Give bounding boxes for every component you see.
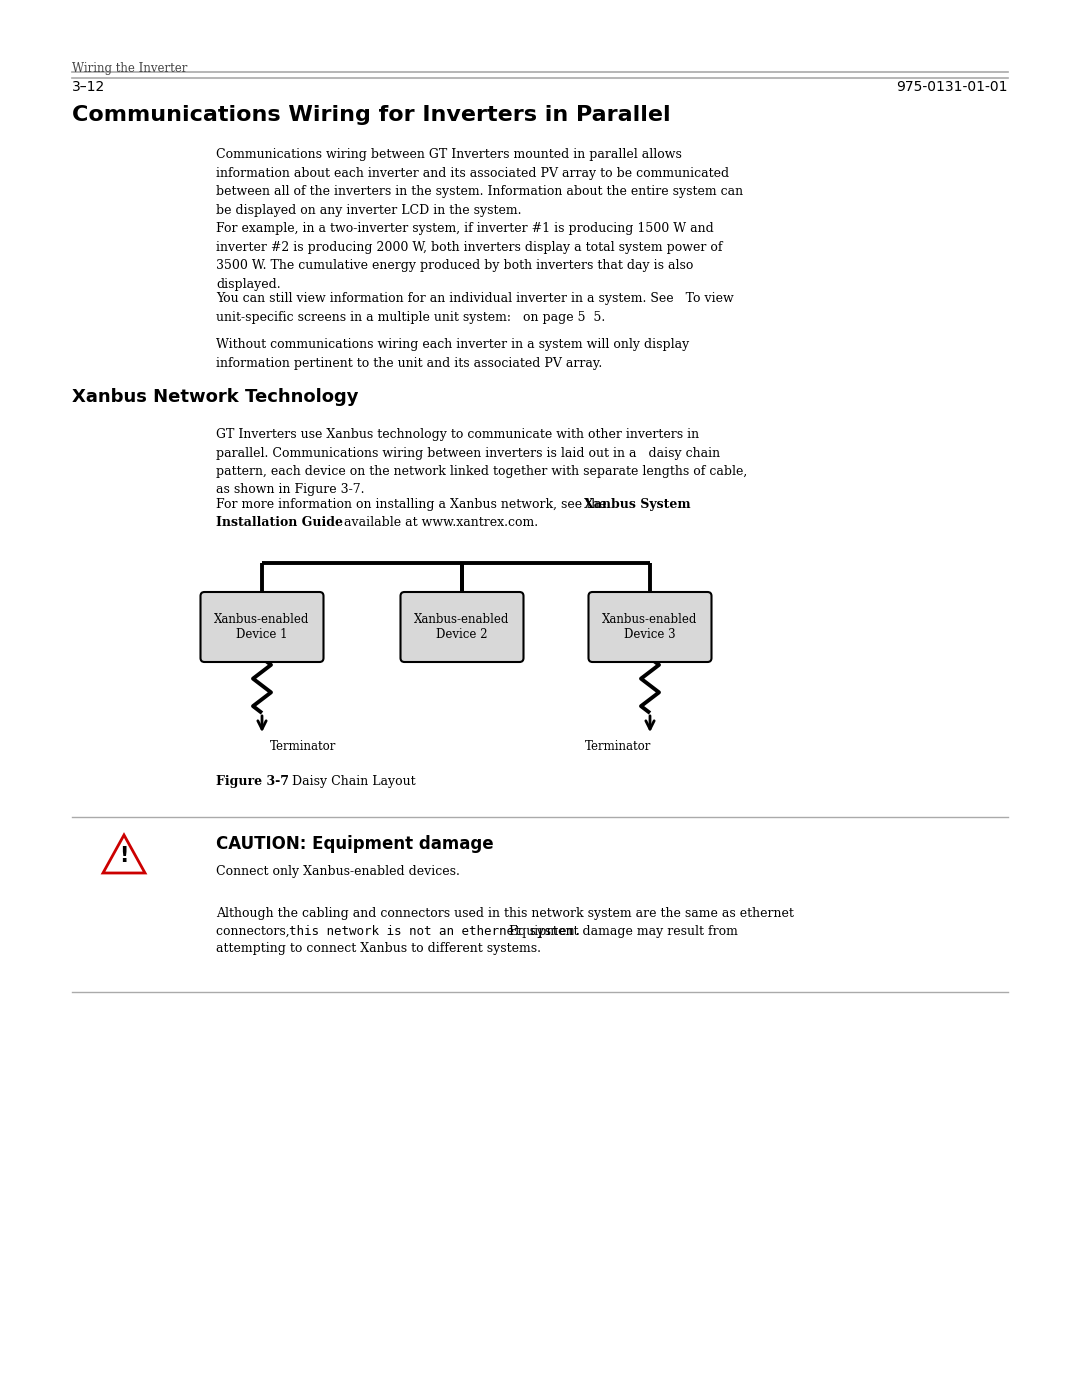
Text: Xanbus-enabled
Device 3: Xanbus-enabled Device 3 (603, 613, 698, 641)
Text: Communications wiring between GT Inverters mounted in parallel allows
informatio: Communications wiring between GT Inverte… (216, 148, 743, 217)
Text: Although the cabling and connectors used in this network system are the same as : Although the cabling and connectors used… (216, 907, 794, 921)
Text: Terminator: Terminator (585, 740, 651, 753)
Text: Wiring the Inverter: Wiring the Inverter (72, 61, 187, 75)
Text: Communications Wiring for Inverters in Parallel: Communications Wiring for Inverters in P… (72, 105, 671, 124)
Text: !: ! (119, 847, 129, 866)
Text: Daisy Chain Layout: Daisy Chain Layout (284, 775, 416, 788)
Text: 3–12: 3–12 (72, 80, 105, 94)
Text: Without communications wiring each inverter in a system will only display
inform: Without communications wiring each inver… (216, 338, 689, 369)
FancyBboxPatch shape (401, 592, 524, 662)
Text: You can still view information for an individual inverter in a system. See   To : You can still view information for an in… (216, 292, 733, 324)
Text: this network is not an ethernet system.: this network is not an ethernet system. (289, 925, 581, 937)
FancyBboxPatch shape (201, 592, 324, 662)
FancyBboxPatch shape (589, 592, 712, 662)
Text: Figure 3-7: Figure 3-7 (216, 775, 289, 788)
Text: For more information on installing a Xanbus network, see the: For more information on installing a Xan… (216, 497, 610, 511)
Text: GT Inverters use Xanbus technology to communicate with other inverters in
parall: GT Inverters use Xanbus technology to co… (216, 427, 747, 496)
Text: Equipment damage may result from: Equipment damage may result from (509, 925, 738, 937)
Text: available at www.xantrex.com.: available at www.xantrex.com. (345, 515, 538, 528)
Text: connectors,: connectors, (216, 925, 294, 937)
Text: Connect only Xanbus-enabled devices.: Connect only Xanbus-enabled devices. (216, 865, 460, 877)
Text: attempting to connect Xanbus to different systems.: attempting to connect Xanbus to differen… (216, 942, 541, 956)
Text: CAUTION: Equipment damage: CAUTION: Equipment damage (216, 835, 494, 854)
Text: Installation Guide: Installation Guide (216, 515, 343, 528)
Text: Xanbus-enabled
Device 1: Xanbus-enabled Device 1 (214, 613, 310, 641)
Text: Xanbus System: Xanbus System (584, 497, 690, 511)
Text: Xanbus Network Technology: Xanbus Network Technology (72, 388, 359, 407)
Text: 975-0131-01-01: 975-0131-01-01 (896, 80, 1008, 94)
Text: Terminator: Terminator (270, 740, 336, 753)
Polygon shape (103, 835, 145, 873)
Text: Xanbus-enabled
Device 2: Xanbus-enabled Device 2 (415, 613, 510, 641)
Text: For example, in a two-inverter system, if inverter #1 is producing 1500 W and
in: For example, in a two-inverter system, i… (216, 222, 723, 291)
